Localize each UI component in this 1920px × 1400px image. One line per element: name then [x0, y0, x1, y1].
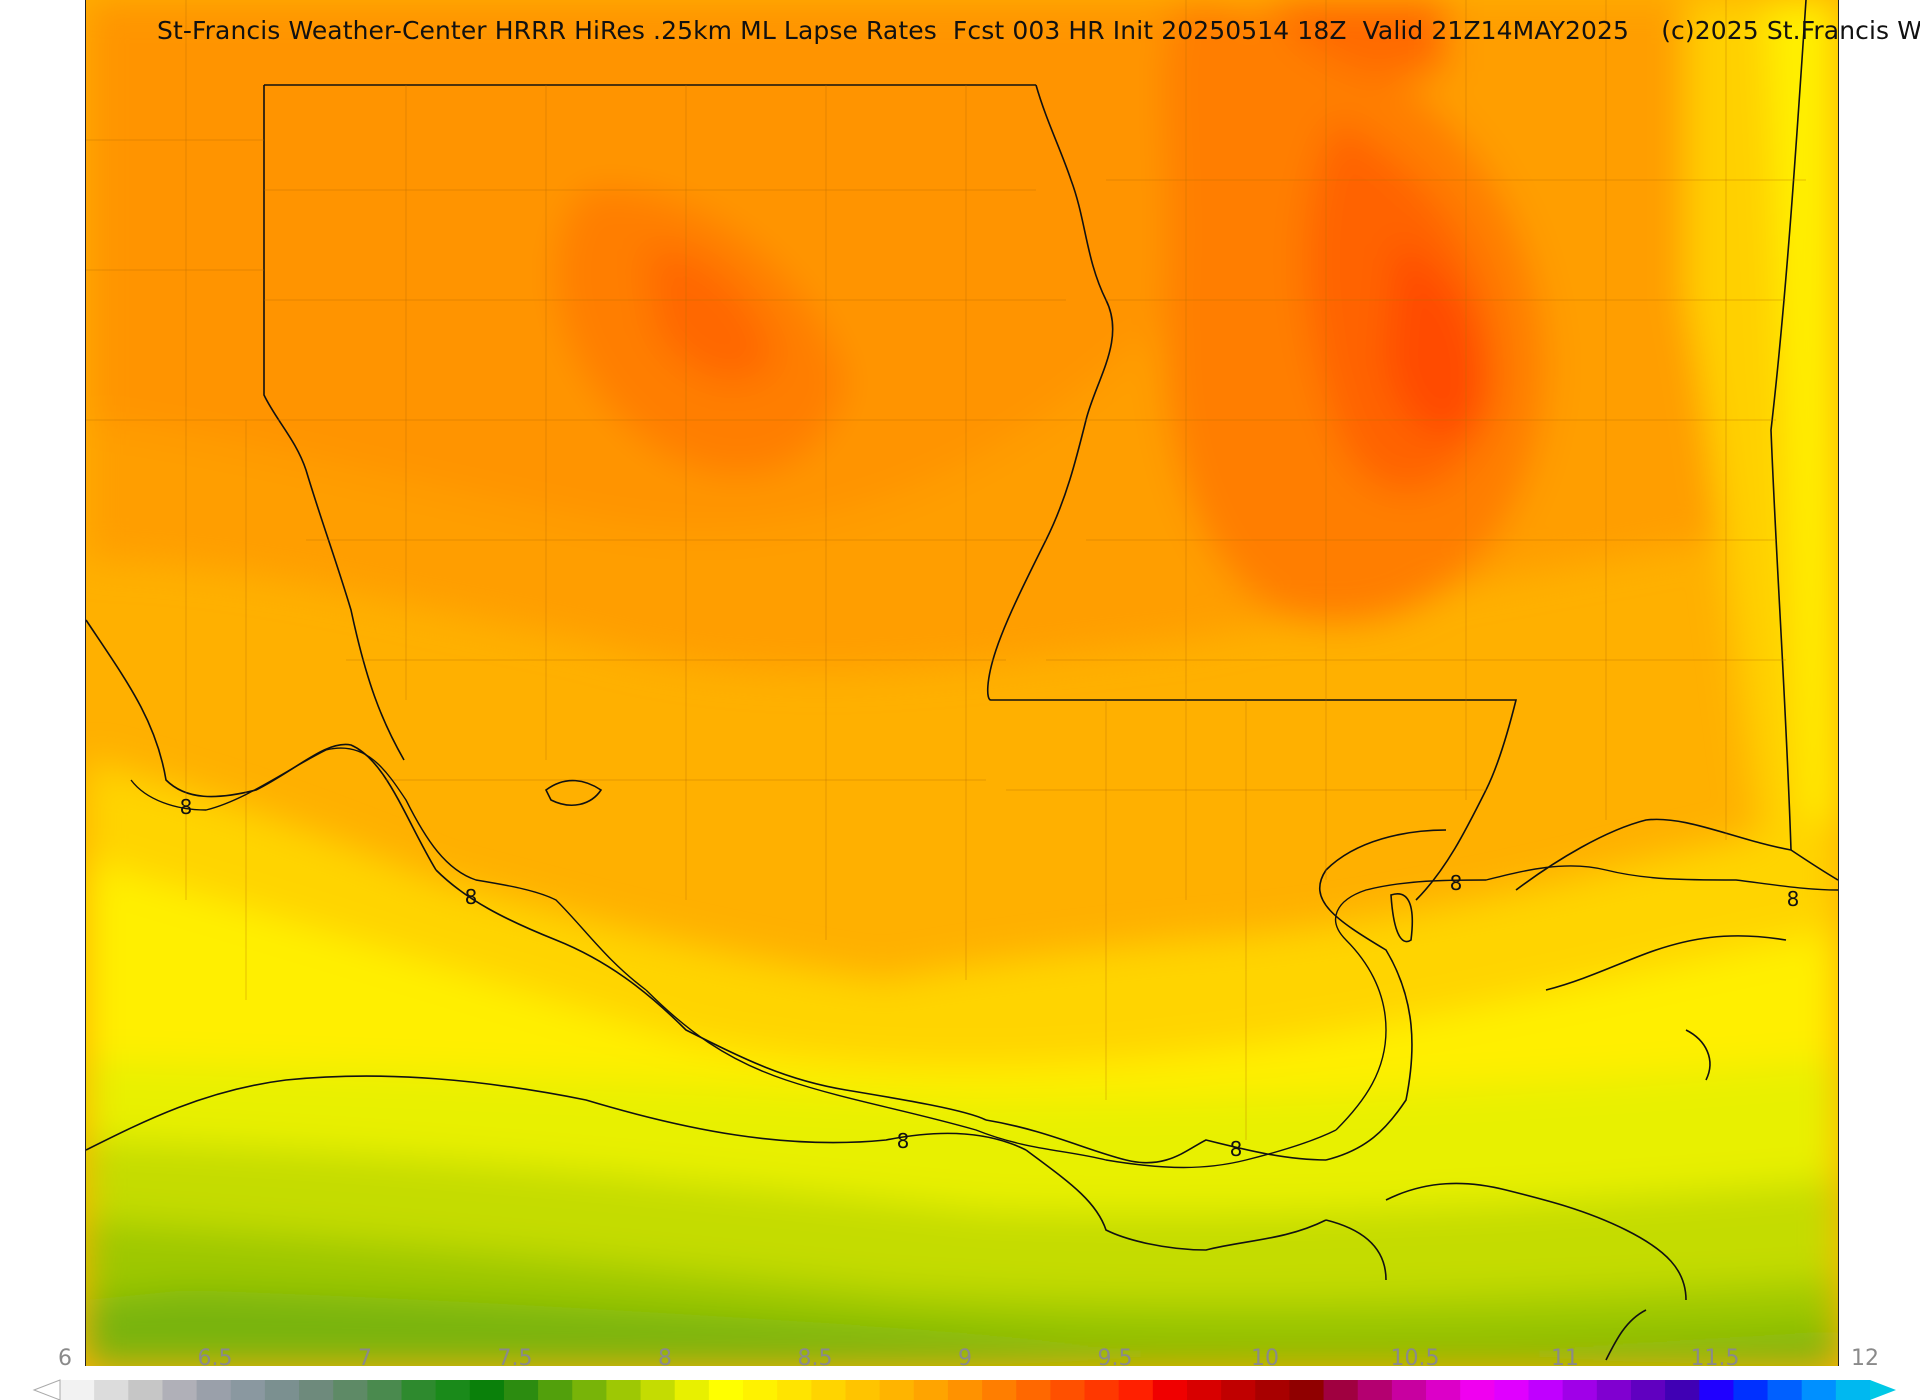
colorbar-cell [777, 1380, 812, 1400]
colorbar-cell [640, 1380, 676, 1400]
color-field [86, 0, 1838, 1366]
colorbar-cell [1323, 1380, 1359, 1400]
colorbar-high-extend [1870, 1380, 1896, 1400]
contour-label-8-se: 8 [1230, 1137, 1243, 1161]
colorbar-cell [1016, 1380, 1051, 1400]
colorbar-tick-label: 9.5 [1097, 1346, 1133, 1371]
contour-label-8-sw: 8 [465, 885, 478, 909]
colorbar-tick-label: 7.5 [497, 1346, 533, 1371]
colorbar-cell [1186, 1380, 1222, 1400]
colorbar-cell [1460, 1380, 1495, 1400]
colorbar-cell [1528, 1380, 1564, 1400]
colorbar-cell [264, 1380, 300, 1400]
colorbar-cell [299, 1380, 334, 1400]
colorbar-cell [674, 1380, 710, 1400]
colorbar-tick-label: 12 [1851, 1346, 1879, 1371]
colorbar-tick-label: 11 [1551, 1346, 1579, 1371]
colorbar-cell [982, 1380, 1017, 1400]
contour-labels: 8 8 8 8 8 8 [180, 795, 1800, 1161]
colorbar-cell [1767, 1380, 1803, 1400]
colorbar-tick-label: 9 [958, 1346, 972, 1371]
contour-label-8-east: 8 [1450, 871, 1463, 895]
colorbar-cell [1562, 1380, 1598, 1400]
colorbar-cell [60, 1380, 95, 1400]
map-panel: 8 8 8 8 8 8 [85, 0, 1839, 1366]
colorbar-tick-label: 11.5 [1690, 1346, 1740, 1371]
colorbar-cell [1391, 1380, 1427, 1400]
colorbar-tick-label: 7 [358, 1346, 372, 1371]
colorbar-cell [1494, 1380, 1529, 1400]
contour-label-8-south: 8 [897, 1129, 910, 1153]
colorbar-tick-label: 6.5 [197, 1346, 233, 1371]
state-borders [86, 0, 1838, 1164]
colorbar-cell [1289, 1380, 1325, 1400]
colorbar-cell [947, 1380, 983, 1400]
colorbar-cell [333, 1380, 368, 1400]
contour-8 [130, 747, 1838, 1169]
colorbar-cell [1255, 1380, 1290, 1400]
colorbar-cell [503, 1380, 539, 1400]
colorbar-tick-label: 10 [1251, 1346, 1279, 1371]
colorbar-cell [879, 1380, 915, 1400]
colorbar-cell [913, 1380, 949, 1400]
colorbar-cell [1596, 1380, 1632, 1400]
colorbar-cell [196, 1380, 232, 1400]
colorbar-cell [1835, 1380, 1871, 1400]
colorbar-tick-label: 6 [58, 1346, 72, 1371]
colorbar-tick-label: 8.5 [797, 1346, 833, 1371]
colorbar-cell [1426, 1380, 1461, 1400]
colorbar-cell [572, 1380, 607, 1400]
colorbar-cell [1357, 1380, 1393, 1400]
colorbar-cell [1050, 1380, 1086, 1400]
colorbar-cell [811, 1380, 846, 1400]
map-title: St-Francis Weather-Center HRRR HiRes .25… [157, 16, 1920, 45]
colorbar-cell [94, 1380, 129, 1400]
colorbar-cell [538, 1380, 573, 1400]
colorbar-cell [606, 1380, 642, 1400]
colorbar-cell [1152, 1380, 1188, 1400]
colorbar-cell [1118, 1380, 1154, 1400]
colorbar-cells [60, 1380, 1871, 1400]
colorbar-cell [1665, 1380, 1700, 1400]
colorbar-cell [1084, 1380, 1120, 1400]
colorbar-cell [469, 1380, 505, 1400]
colorbar-cell [367, 1380, 403, 1400]
colorbar-cell [1801, 1380, 1837, 1400]
contour-label-8-west: 8 [180, 795, 193, 819]
colorbar-cell [162, 1380, 198, 1400]
colorbar-cell [1733, 1380, 1769, 1400]
contour-label-8-far-east: 8 [1787, 887, 1800, 911]
coastline [86, 779, 1787, 1361]
colorbar-cell [128, 1380, 163, 1400]
colorbar-cell [230, 1380, 266, 1400]
colorbar-cell [435, 1380, 471, 1400]
county-borders [86, 0, 1806, 1140]
colorbar-low-extend [32, 1379, 61, 1400]
colorbar-cell [1221, 1380, 1256, 1400]
lapse-rate-map: 8 8 8 8 8 8 [86, 0, 1838, 1366]
colorbar-cell [743, 1380, 778, 1400]
colorbar [32, 1379, 1896, 1400]
colorbar-cell [1699, 1380, 1734, 1400]
colorbar-cell [1630, 1380, 1666, 1400]
colorbar-cell [708, 1380, 744, 1400]
colorbar-cell [845, 1380, 881, 1400]
colorbar-tick-label: 8 [658, 1346, 672, 1371]
colorbar-cell [401, 1380, 437, 1400]
colorbar-tick-label: 10.5 [1390, 1346, 1440, 1371]
